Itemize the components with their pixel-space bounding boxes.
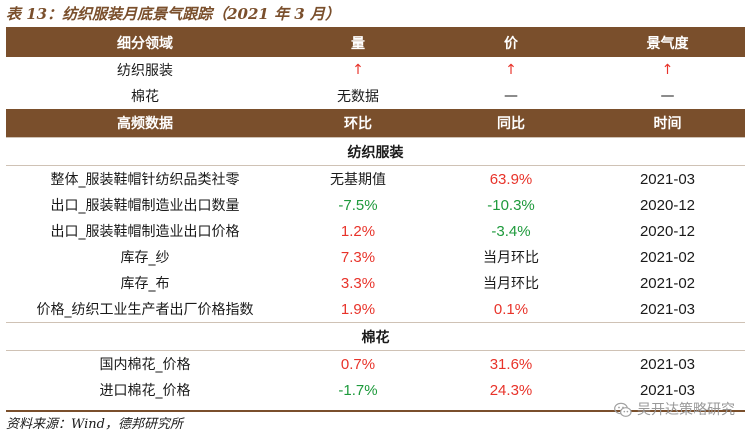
row-label: 国内棉花_价格 [99,357,191,373]
row-label: 库存_纱 [120,250,170,266]
time-value: 2020-12 [639,222,696,240]
time-value: 2021-03 [639,381,696,399]
watermark-text: 吴开达策略研究 [637,402,735,418]
header-cell: 同比 [432,109,590,138]
yoy-value: -3.4% [491,222,531,240]
mom-value: -7.5% [338,196,378,214]
mom-value: -1.7% [338,381,378,399]
section-row-textile: 纺织服装 [6,137,745,166]
header-cell: 景气度 [590,29,745,57]
table-row: 库存_布 3.3% 当月环比 2021-02 [6,270,745,296]
row-value: 无数据 [337,89,379,105]
tracking-table: 细分领域 量 价 景气度 纺织服装 ↑ ↑ ↑ 棉花 无数据 — — 高频数据 … [6,29,745,403]
row-label: 进口棉花_价格 [99,383,191,399]
header-cell: 细分领域 [6,29,284,57]
header-cell: 时间 [590,109,745,138]
table-row: 纺织服装 ↑ ↑ ↑ [6,57,745,83]
row-label: 整体_服装鞋帽针纺织品类社零 [50,172,240,188]
table-row: 国内棉花_价格 0.7% 31.6% 2021-03 [6,351,745,378]
mom-value: 1.9% [340,300,376,318]
table-row: 库存_纱 7.3% 当月环比 2021-02 [6,244,745,270]
bottom-rule [6,410,745,412]
row-label: 价格_纺织工业生产者出厂价格指数 [36,302,254,318]
top-rule [6,27,745,29]
row-label: 出口_服装鞋帽制造业出口数量 [50,198,240,214]
yoy-value: 31.6% [489,355,533,373]
up-arrow-icon: ↑ [661,62,674,78]
source-note: 资料来源：Wind，德邦研究所 [6,417,183,432]
yoy-value: 63.9% [489,170,533,188]
time-value: 2021-02 [639,274,696,292]
row-label: 库存_布 [120,276,170,292]
table-row: 出口_服装鞋帽制造业出口数量 -7.5% -10.3% 2020-12 [6,192,745,218]
mom-value: 7.3% [340,248,376,266]
yoy-value: 当月环比 [483,250,539,266]
table-row: 出口_服装鞋帽制造业出口价格 1.2% -3.4% 2020-12 [6,218,745,244]
yoy-value: 0.1% [493,300,529,318]
mom-value: 0.7% [340,355,376,373]
table-row: 整体_服装鞋帽针纺织品类社零 无基期值 63.9% 2021-03 [6,166,745,193]
table-row: 棉花 无数据 — — [6,83,745,109]
time-value: 2020-12 [639,196,696,214]
row-label: 出口_服装鞋帽制造业出口价格 [50,224,240,240]
section-title: 纺织服装 [6,137,745,166]
table-row: 价格_纺织工业生产者出厂价格指数 1.9% 0.1% 2021-03 [6,296,745,323]
section-title: 棉花 [6,322,745,351]
time-value: 2021-03 [639,355,696,373]
yoy-value: 当月环比 [483,276,539,292]
mom-value: 1.2% [340,222,376,240]
yoy-value: 24.3% [489,381,533,399]
header-cell: 环比 [284,109,432,138]
section-row-cotton: 棉花 [6,322,745,351]
time-value: 2021-02 [639,248,696,266]
table-title: 表 13：纺织服装月底景气跟踪（2021 年 3 月） [6,5,340,23]
time-value: 2021-03 [639,300,696,318]
row-value: — [660,88,675,104]
yoy-value: -10.3% [487,196,535,214]
mom-value: 3.3% [340,274,376,292]
row-label: 棉花 [131,89,159,105]
summary-header-row: 细分领域 量 价 景气度 [6,29,745,57]
wechat-icon [614,402,632,417]
up-arrow-icon: ↑ [352,62,364,78]
header-cell: 量 [284,29,432,57]
time-value: 2021-03 [639,170,696,188]
header-cell: 价 [432,29,590,57]
table-row: 进口棉花_价格 -1.7% 24.3% 2021-03 [6,377,745,403]
detail-header-row: 高频数据 环比 同比 时间 [6,109,745,138]
mom-value: 无基期值 [330,172,386,188]
up-arrow-icon: ↑ [505,62,517,78]
header-cell: 高频数据 [6,109,284,138]
row-label: 纺织服装 [117,63,173,79]
watermark: 吴开达策略研究 [614,398,735,422]
row-value: — [504,88,518,104]
